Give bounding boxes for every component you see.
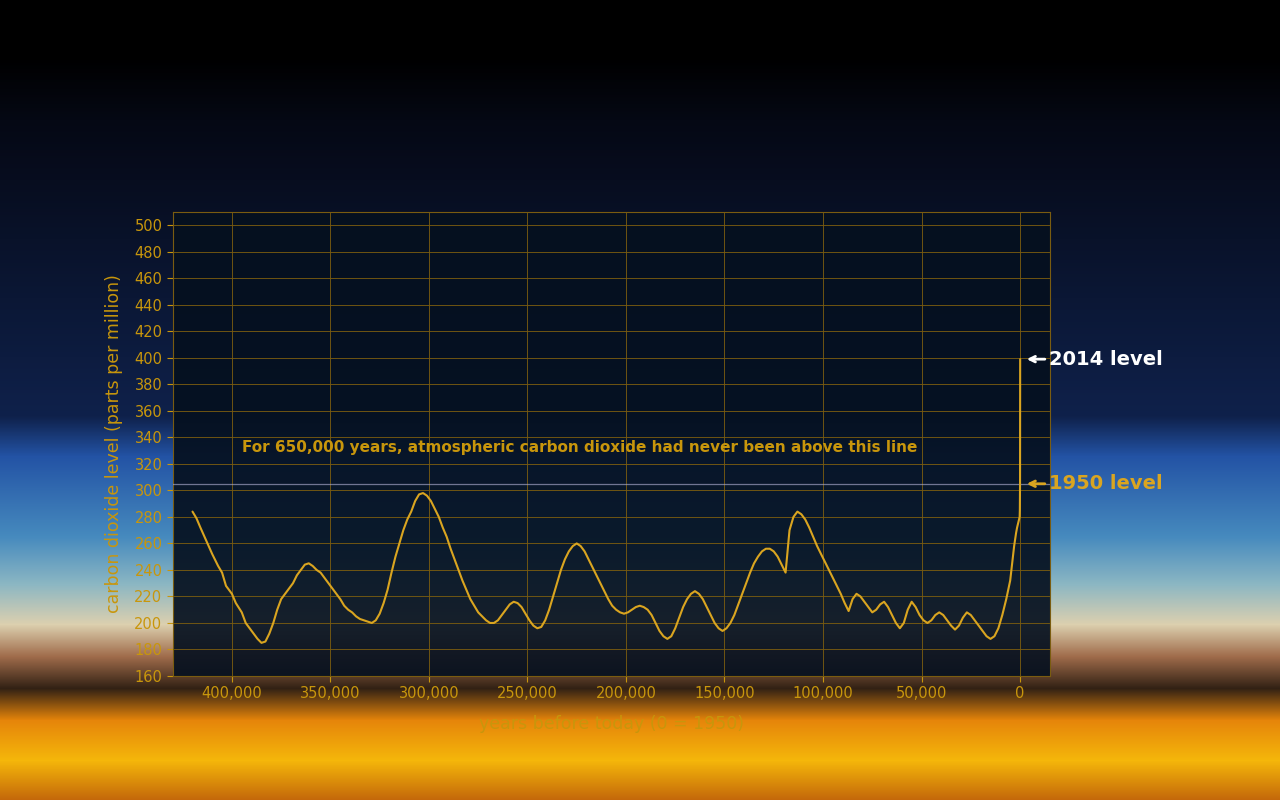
X-axis label: years before today (0 = 1950): years before today (0 = 1950) [479,715,744,734]
Text: For 650,000 years, atmospheric carbon dioxide had never been above this line: For 650,000 years, atmospheric carbon di… [242,441,918,455]
Text: 2014 level: 2014 level [1048,350,1162,369]
Y-axis label: carbon dioxide level (parts per million): carbon dioxide level (parts per million) [105,274,123,614]
Text: 1950 level: 1950 level [1048,474,1162,494]
